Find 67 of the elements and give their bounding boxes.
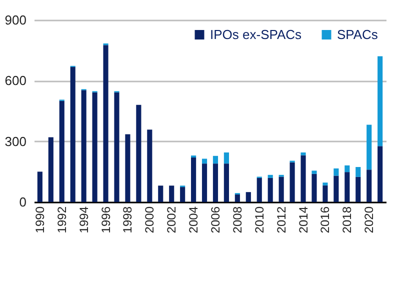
bar [322, 185, 328, 202]
bar [268, 178, 273, 202]
legend-label: SPACs [337, 26, 378, 42]
bar [334, 168, 339, 176]
bar [92, 92, 98, 202]
bar [234, 194, 240, 202]
bar [344, 172, 350, 202]
bar [344, 165, 350, 172]
bar [191, 158, 196, 202]
x-tick-label: 2016 [318, 206, 332, 234]
x-tick-label: 2008 [230, 206, 244, 234]
bar [114, 92, 120, 202]
bar [191, 155, 196, 158]
bar [158, 186, 164, 202]
bar [224, 164, 229, 202]
bar [312, 170, 317, 174]
x-tick-label: 1994 [76, 206, 91, 234]
bar [334, 176, 339, 202]
bar [202, 158, 208, 164]
bar [224, 152, 229, 164]
bar [278, 176, 284, 202]
x-tick-label: 2018 [340, 206, 354, 234]
y-tick-label: 0 [19, 194, 26, 210]
bar [147, 130, 152, 202]
y-tick-label: 300 [4, 134, 26, 149]
bar [366, 124, 372, 170]
bar [356, 176, 361, 202]
bar [81, 90, 86, 202]
bar [378, 146, 383, 202]
y-tick-label: 900 [4, 12, 26, 28]
x-tick-label: 1998 [120, 206, 135, 234]
x-tick-label: 1996 [98, 206, 113, 234]
bar [59, 100, 64, 202]
bar [300, 152, 306, 156]
bar [180, 187, 186, 202]
y-tick-label: 600 [4, 73, 26, 88]
bar [125, 134, 130, 202]
x-tick-label: 2006 [208, 206, 222, 234]
bar [169, 186, 174, 202]
x-tick-label: 2002 [164, 206, 179, 234]
bar [212, 156, 218, 164]
x-tick-label: 2012 [274, 206, 288, 234]
bar [48, 137, 54, 202]
bar [356, 167, 361, 177]
bar [103, 45, 108, 202]
bar [256, 178, 262, 202]
bar [290, 162, 295, 202]
x-tick-label: 2014 [296, 206, 310, 234]
bar [70, 66, 76, 202]
bar [37, 172, 42, 202]
bar [312, 174, 317, 202]
x-tick-label: 1992 [54, 206, 69, 234]
bar [378, 56, 383, 146]
bar [300, 155, 306, 202]
legend-label: IPOs ex-SPACs [210, 26, 302, 42]
x-tick-label: 2010 [252, 206, 266, 234]
x-tick-label: 2020 [362, 206, 376, 234]
bar [246, 192, 251, 202]
bar [268, 174, 273, 178]
x-tick-label: 1990 [32, 206, 47, 234]
bar [202, 164, 208, 202]
bar [136, 104, 142, 202]
bar [212, 164, 218, 202]
bar [322, 182, 328, 186]
x-tick-label: 2004 [186, 206, 201, 234]
x-tick-label: 2000 [142, 206, 157, 234]
bar [366, 170, 372, 202]
